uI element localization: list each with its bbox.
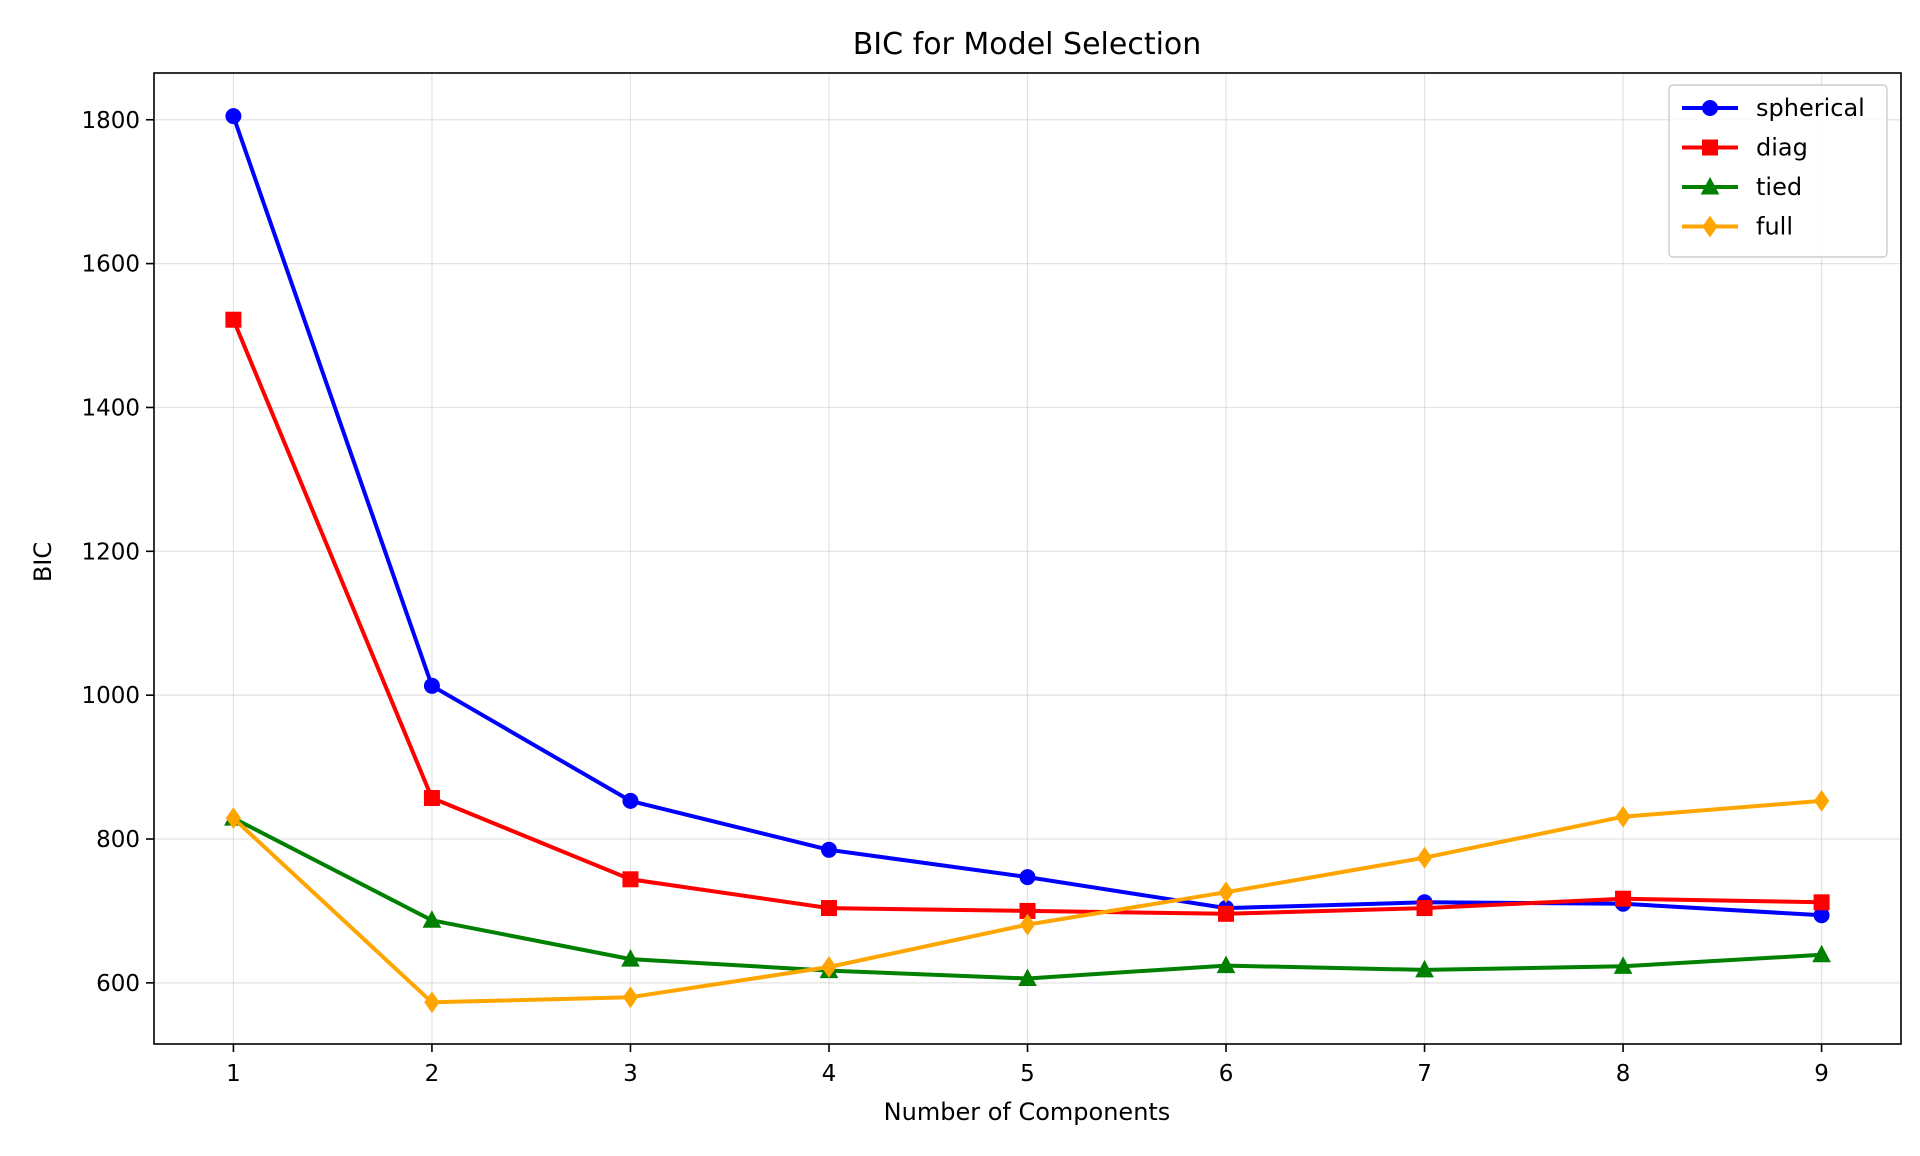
data-point-tied	[1613, 956, 1633, 974]
data-point-tied	[1812, 944, 1831, 963]
data-point-diag	[1218, 905, 1235, 922]
data-point-spherical	[225, 108, 242, 125]
x-tick-label: 2	[425, 1061, 440, 1087]
data-point-diag	[1813, 894, 1830, 911]
data-point-diag	[820, 900, 837, 917]
y-tick-label: 1600	[81, 252, 140, 278]
data-point-diag	[1416, 900, 1433, 917]
data-point-full	[424, 991, 440, 1014]
x-tick-label: 8	[1616, 1061, 1631, 1087]
x-axis-label: Number of Components	[884, 1098, 1171, 1126]
data-point-full	[1615, 805, 1631, 828]
data-point-full	[225, 807, 242, 830]
data-point-full	[1019, 913, 1036, 936]
x-tick-label: 4	[822, 1061, 837, 1087]
x-tick-label: 3	[623, 1061, 638, 1087]
series-layer	[224, 108, 1831, 1014]
data-point-diag	[622, 871, 639, 888]
data-point-spherical	[622, 792, 639, 809]
data-point-tied	[621, 949, 640, 967]
data-point-spherical	[820, 841, 837, 858]
legend-item-diag: diag	[1682, 134, 1808, 162]
data-point-full	[1813, 790, 1830, 812]
y-tick-label: 1200	[81, 539, 140, 565]
legend-label-full: full	[1756, 213, 1793, 241]
y-tick-label: 600	[96, 971, 140, 997]
legend-label-spherical: spherical	[1756, 94, 1865, 122]
legend-item-spherical: spherical	[1682, 94, 1865, 122]
data-point-full	[1416, 846, 1433, 869]
y-tick-label: 1400	[81, 395, 140, 421]
data-point-full	[622, 986, 639, 1009]
tick-layer: 1 2 3 4 5 6 7 8 9 600 800 1000 1200 1400 1600 1800	[81, 108, 1828, 1087]
x-tick-label: 9	[1814, 1061, 1829, 1087]
legend-marker-spherical	[1702, 100, 1718, 116]
legend-item-full: full	[1682, 213, 1793, 241]
legend-frame	[1668, 84, 1888, 258]
chart-title: BIC for Model Selection	[853, 27, 1202, 62]
legend-label-diag: diag	[1756, 134, 1808, 162]
legend-marker-tied	[1700, 176, 1720, 195]
series-diag	[225, 311, 1830, 922]
legend-label-tied: tied	[1756, 173, 1802, 201]
y-axis-label: BIC	[29, 542, 57, 582]
data-point-diag	[1615, 890, 1632, 907]
series-full	[225, 790, 1830, 1014]
data-point-full	[1218, 881, 1234, 904]
legend-marker-diag	[1702, 139, 1718, 156]
y-tick-label: 1000	[81, 683, 140, 709]
data-point-tied	[422, 910, 442, 928]
y-tick-label: 800	[96, 827, 140, 853]
x-tick-label: 6	[1219, 1061, 1234, 1087]
legend: spherical diag tied full	[1668, 84, 1888, 258]
data-point-full	[821, 956, 837, 978]
data-point-spherical	[1019, 869, 1036, 886]
data-point-tied	[1415, 959, 1434, 978]
data-point-spherical	[423, 677, 440, 694]
data-point-tied	[1018, 968, 1037, 987]
x-tick-label: 5	[1020, 1061, 1035, 1087]
data-point-diag	[225, 311, 242, 328]
legend-marker-full	[1702, 215, 1718, 238]
y-tick-label: 1800	[81, 108, 140, 134]
legend-item-tied: tied	[1682, 173, 1802, 201]
x-tick-label: 1	[226, 1061, 241, 1087]
data-point-diag	[423, 790, 440, 807]
data-point-tied	[1216, 955, 1236, 974]
x-tick-label: 7	[1417, 1061, 1432, 1087]
